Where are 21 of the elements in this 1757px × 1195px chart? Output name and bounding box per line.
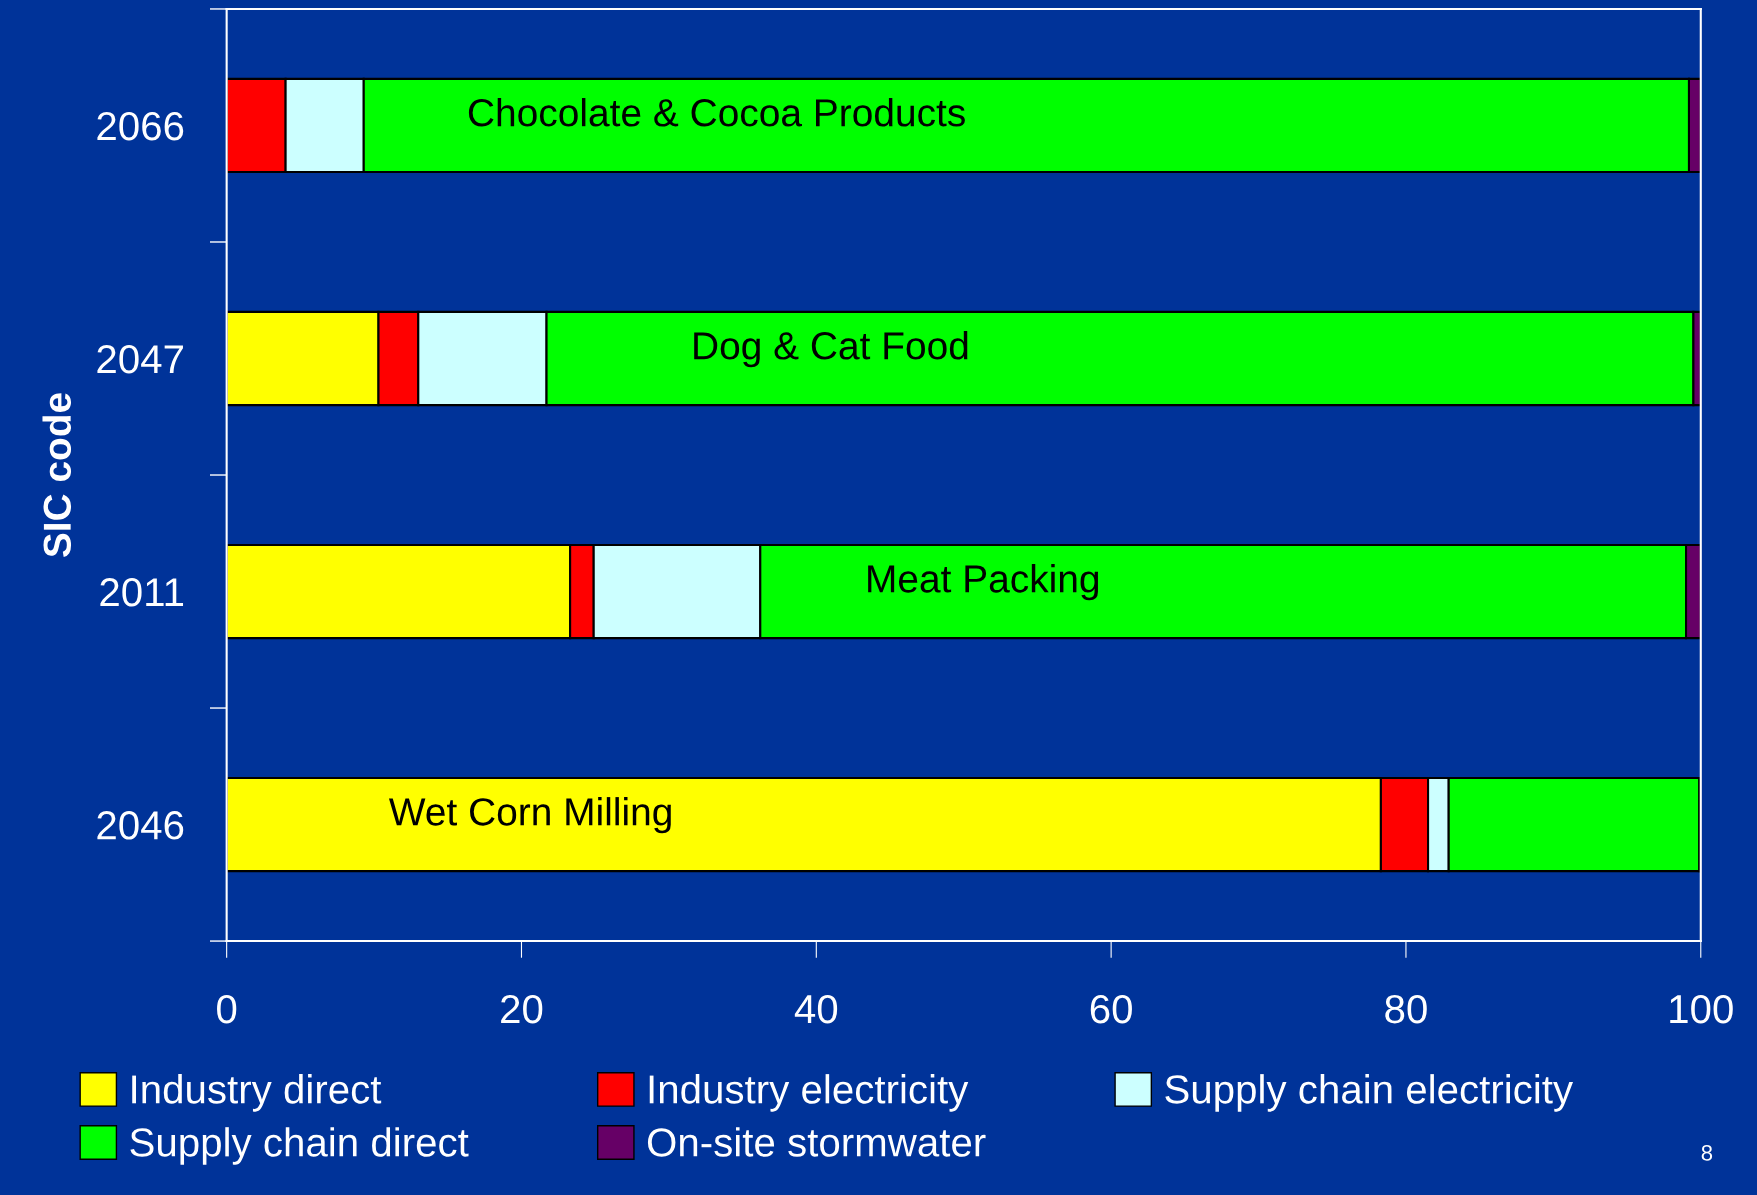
legend-label: Industry electricity (649, 1074, 969, 1112)
annotation: Chocolate & Cocoa Products (468, 98, 965, 127)
x-tick-label: 80 (1385, 994, 1427, 1024)
text: 8 (1701, 1145, 1713, 1161)
x-tick-label: 100 (1670, 994, 1733, 1024)
x-tick-label: 60 (1090, 994, 1132, 1024)
legend-label: Supply chain electricity (1165, 1074, 1574, 1112)
x-tick-label: 0 (217, 994, 237, 1024)
annotation: Meat Packing (868, 564, 1099, 601)
annotation: Wet Corn Milling (388, 797, 671, 834)
legend-label: On-site stormwater (647, 1127, 986, 1157)
legend-label: Industry direct (132, 1074, 382, 1112)
y-tick-label: 2066 (97, 111, 184, 141)
x-tick-label: 20 (501, 994, 543, 1024)
y-tick-label: 2046 (97, 811, 184, 840)
y-axis-title: SIC code (42, 393, 72, 558)
legend-label: Supply chain direct (130, 1127, 469, 1165)
annotation: Dog & Cat Food (694, 331, 968, 368)
x-tick-label: 40 (794, 994, 838, 1024)
y-tick-label: 2047 (97, 344, 183, 374)
y-tick-label: 2011 (100, 577, 184, 607)
